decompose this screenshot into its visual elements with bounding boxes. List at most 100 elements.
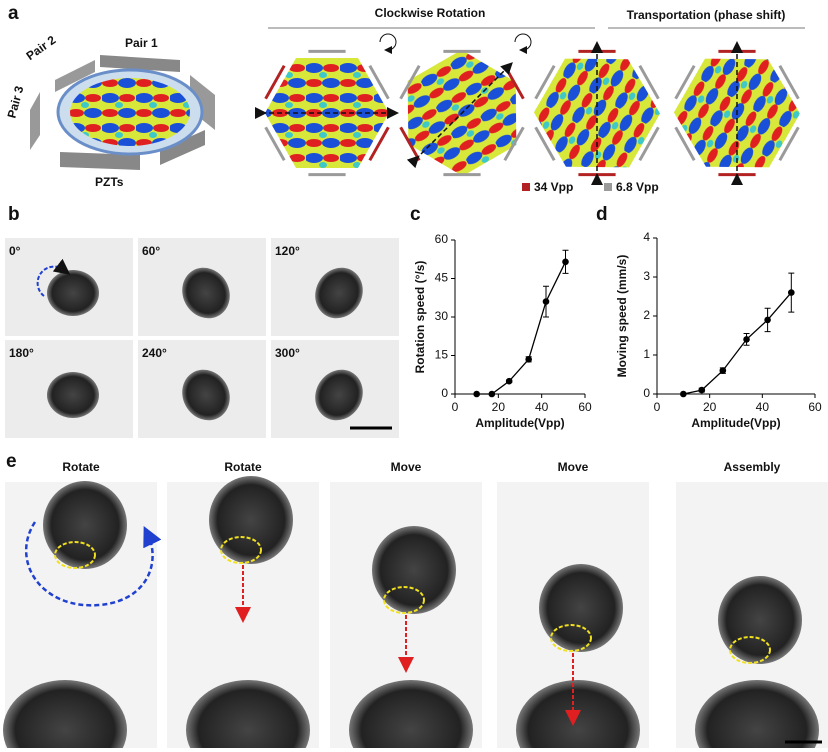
frame-clip (5, 748, 157, 752)
angle-label: 300° (275, 346, 300, 360)
angle-label: 240° (142, 346, 167, 360)
y-tick-label: 15 (435, 348, 449, 362)
marker (729, 636, 771, 664)
y-tick-label: 3 (643, 269, 650, 283)
marker (54, 541, 96, 569)
panel-label: d (596, 204, 608, 225)
panel-label: c (410, 204, 421, 225)
embryo (315, 369, 363, 421)
angle-label: 120° (275, 244, 300, 258)
x-axis-title: Amplitude(Vpp) (475, 416, 564, 430)
frame-clip (497, 748, 649, 752)
y-tick-label: 0 (643, 386, 650, 400)
section-title: Transportation (phase shift) (627, 8, 786, 22)
embryo (372, 526, 456, 614)
y-tick-label: 45 (435, 271, 449, 285)
point (525, 356, 532, 363)
embryo (182, 267, 230, 319)
point (505, 377, 513, 385)
angle-label: 180° (9, 346, 34, 360)
embryo (209, 476, 293, 564)
step-label: Rotate (62, 460, 100, 474)
y-tick-label: 30 (435, 309, 449, 323)
y-tick-label: 4 (643, 230, 650, 244)
point (488, 390, 496, 398)
series-line (683, 292, 792, 395)
marker (550, 624, 592, 652)
y-tick-label: 60 (435, 232, 449, 246)
y-axis-title: Rotation speed (°/s) (413, 261, 427, 374)
rotate-arrow (24, 521, 162, 607)
point (788, 289, 795, 296)
electrode (638, 126, 660, 162)
x-tick-label: 0 (654, 400, 661, 414)
legend-label: 34 Vpp (534, 180, 573, 194)
rotate-icon (514, 33, 532, 54)
step-label: Assembly (724, 460, 781, 474)
frame-clip (676, 748, 828, 752)
embryo (47, 270, 99, 316)
rotate-icon (379, 33, 397, 54)
electrode (638, 64, 660, 100)
legend-label: 6.8 Vpp (616, 180, 659, 194)
embryo (315, 267, 363, 319)
legend: 34 Vpp 6.8 Vpp (522, 180, 659, 194)
target-embryo (695, 680, 819, 752)
embryo (43, 481, 127, 569)
x-tick-label: 40 (756, 400, 770, 414)
x-axis-title: Amplitude(Vpp) (691, 416, 780, 430)
series-line (476, 261, 567, 395)
legend-swatch (522, 183, 530, 191)
y-tick-label: 0 (441, 386, 448, 400)
electrode (778, 64, 800, 100)
pzt-label: PZTs (95, 175, 124, 189)
point (562, 258, 569, 266)
point (764, 316, 771, 324)
image-sequence: Rotate Rotate Move Move Assembly (3, 460, 828, 752)
electrode (368, 64, 390, 100)
x-tick-label: 0 (452, 400, 459, 414)
image-grid: 0° 60° 120° 180° 240° 300° (5, 238, 399, 438)
legend-swatch (604, 183, 612, 191)
x-tick-label: 60 (808, 400, 822, 414)
embryo (47, 372, 99, 418)
hexagon (518, 31, 676, 195)
embryo (718, 576, 802, 664)
electrode (264, 64, 286, 100)
x-tick-label: 20 (703, 400, 717, 414)
pzt-label: Pair 1 (125, 36, 158, 50)
y-axis-title: Moving speed (mm/s) (615, 255, 629, 378)
step-label: Rotate (224, 460, 262, 474)
panel-label: b (8, 204, 20, 225)
step-label: Move (391, 460, 422, 474)
y-tick-label: 2 (643, 308, 650, 322)
angle-label: 60° (142, 244, 160, 258)
hexagon (255, 49, 399, 177)
electrode (368, 126, 390, 162)
panel-label: e (6, 451, 17, 472)
point (719, 367, 727, 374)
section-title: Clockwise Rotation (375, 6, 486, 20)
x-tick-label: 60 (578, 400, 592, 414)
panel-label: a (8, 3, 19, 24)
y-tick-label: 1 (643, 347, 650, 361)
embryo (182, 369, 230, 421)
electrode (674, 126, 696, 162)
point (542, 298, 550, 305)
x-tick-label: 40 (535, 400, 549, 414)
electrode (674, 64, 696, 100)
target-embryo (3, 680, 127, 752)
step-label: Move (558, 460, 589, 474)
rotate-arrow (36, 258, 71, 297)
electrode (534, 126, 556, 162)
chart: 0 15 30 45 60 0 20 40 60 Amplitude(Vpp) Rotation s… (413, 232, 592, 430)
point (680, 390, 687, 398)
electrode (534, 64, 556, 100)
pzt-label: Pair 3 (4, 84, 26, 120)
electrode (264, 126, 286, 162)
electrode (778, 126, 800, 162)
x-tick-label: 20 (492, 400, 506, 414)
